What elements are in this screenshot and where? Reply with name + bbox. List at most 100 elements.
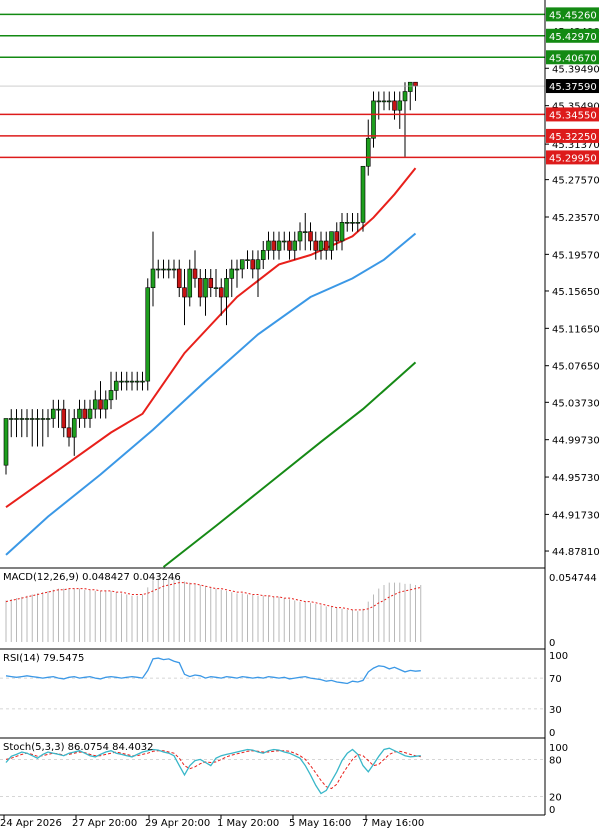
candle	[407, 81, 413, 111]
candle-body	[150, 268, 156, 289]
candle-body	[339, 222, 345, 242]
rsi-panel: RSI(14) 79.5475	[0, 653, 545, 710]
candle	[402, 82, 408, 157]
candle-body	[35, 418, 40, 420]
candle	[182, 269, 187, 326]
price-tick-label: 44.91730	[552, 510, 600, 521]
candle	[129, 371, 135, 391]
candle	[334, 222, 340, 251]
candle	[77, 399, 82, 428]
support-level-label-bg	[546, 107, 599, 122]
candle	[308, 222, 313, 251]
candle	[255, 250, 261, 298]
candle	[245, 250, 250, 270]
candle	[197, 269, 203, 307]
candle-body	[187, 268, 193, 298]
price-tick-label: 45.07650	[552, 362, 600, 373]
candle-body	[407, 81, 413, 92]
candle	[171, 259, 177, 279]
candle	[113, 371, 119, 400]
candle	[287, 231, 292, 260]
candle-body	[334, 231, 340, 242]
candle	[386, 91, 392, 111]
candle-body	[103, 399, 109, 410]
candle-body	[82, 408, 88, 419]
candle-body	[360, 165, 366, 223]
candle	[260, 240, 266, 270]
candle-body	[276, 240, 282, 251]
candle-body	[318, 240, 324, 251]
candle	[50, 399, 56, 428]
candle-body	[140, 380, 145, 383]
candle-body	[245, 259, 250, 261]
candle	[87, 399, 93, 428]
price-tick-label: 45.15650	[552, 287, 600, 298]
candle-body	[229, 268, 235, 279]
candle-body	[192, 268, 198, 279]
candle	[323, 231, 329, 260]
candle-body	[71, 418, 77, 438]
support-level-label: 45.32250	[549, 132, 597, 143]
candle	[3, 418, 9, 475]
support-level-label-bg	[546, 150, 599, 165]
macd-signal-line	[5, 582, 421, 611]
candle	[203, 269, 208, 316]
candle-body	[371, 100, 376, 139]
candle	[92, 390, 98, 419]
current-price-label: 45.37590	[549, 82, 597, 93]
candle-body	[108, 390, 114, 401]
candle	[119, 371, 124, 391]
candle	[35, 409, 40, 447]
candle-body	[66, 427, 72, 438]
support-level-label-bg	[546, 128, 599, 143]
candle	[150, 231, 156, 307]
candle-body	[77, 408, 82, 419]
macd-zero-label: 0	[549, 638, 555, 649]
candle-body	[176, 268, 182, 289]
candle-body	[3, 418, 9, 466]
rsi-tick-label: 70	[549, 674, 562, 685]
stoch-tick-label: 100	[549, 743, 568, 754]
candle-body	[166, 268, 172, 271]
candle-body	[87, 408, 93, 419]
candle-body	[224, 278, 229, 298]
candle	[350, 212, 355, 232]
candle	[360, 165, 366, 232]
candle-body	[182, 287, 187, 298]
time-axis-label: 29 Apr 20:00	[145, 818, 210, 829]
candle-body	[260, 250, 266, 260]
candle	[176, 259, 182, 298]
price-tick-label: 45.31370	[552, 140, 600, 151]
candle-body	[292, 240, 298, 251]
candle-body	[113, 380, 119, 391]
candle	[140, 371, 145, 391]
candle-body	[402, 91, 408, 102]
candle	[71, 409, 77, 456]
candle	[376, 91, 382, 120]
resistance-level-label: 45.40670	[549, 53, 597, 64]
candle	[329, 231, 334, 260]
candle	[297, 222, 303, 251]
candle	[187, 259, 193, 307]
candle-body	[218, 287, 224, 298]
candle-body	[297, 231, 303, 242]
support-level-label: 45.29950	[549, 153, 597, 164]
price-tick-label: 45.23570	[552, 213, 600, 224]
candle	[250, 250, 256, 279]
stoch-k-line	[5, 747, 421, 795]
candle	[276, 231, 282, 260]
price-tick-label: 44.99730	[552, 436, 600, 447]
price-tick-label: 45.11650	[552, 324, 600, 335]
candle	[318, 231, 324, 260]
candle-body	[392, 100, 397, 111]
candle	[208, 269, 214, 298]
candle-body	[365, 137, 371, 167]
time-axis-label: 7 May 16:00	[362, 818, 424, 829]
candle	[239, 259, 245, 279]
stoch-panel: Stoch(5,3,3) 86.0754 84.4032	[0, 742, 545, 797]
candle	[8, 409, 14, 438]
stoch-tick-label: 80	[549, 755, 562, 766]
